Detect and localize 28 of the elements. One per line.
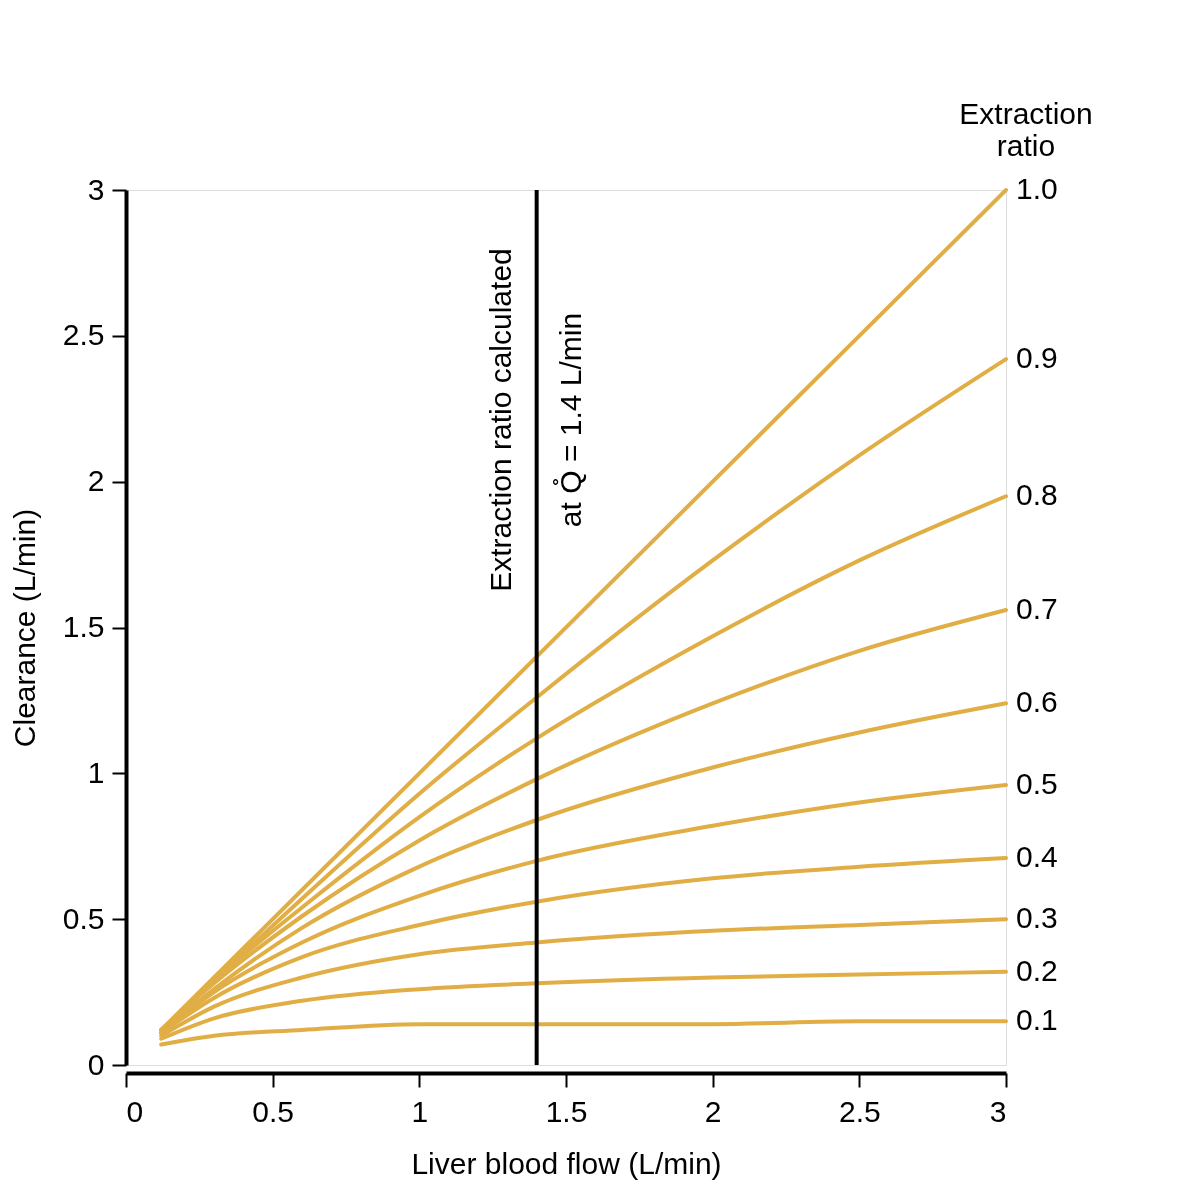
x-tick-label: 3 [989,1094,1007,1128]
x-tick-label: 2 [704,1094,722,1128]
legend-title: Extraction ratio [959,97,1093,162]
y-tick-label: 1.5 [62,610,105,643]
series-label: 0.8 [1016,478,1058,512]
y-axis-title: Clearance (L/min) [7,508,41,748]
y-tick-label: 2.5 [62,318,105,352]
y-tick-label: 3 [87,172,105,206]
series-label: 0.7 [1016,592,1058,625]
x-tick-label: 0 [126,1094,144,1128]
x-axis-title: Liver blood flow (L/min) [411,1146,722,1180]
x-tick-label: 1.5 [545,1094,588,1128]
x-tick-label: 1 [411,1094,429,1128]
series-label: 0.2 [1016,953,1058,987]
series-label: 0.3 [1016,901,1058,935]
y-tick-label: 2 [87,464,105,498]
x-tick-label: 0.5 [252,1094,295,1128]
series-label: 0.5 [1016,767,1058,800]
series-label: 1.0 [1016,172,1058,205]
x-tick-label: 2.5 [838,1094,881,1128]
series-label: 0.6 [1016,685,1058,719]
text: Extraction ratio calculated at Q̊ = 1.4 L/min [483,248,587,592]
y-tick-label: 0 [87,1047,105,1081]
series-label: 0.4 [1016,839,1058,873]
y-tick-label: 1 [87,755,105,789]
series-label: 0.1 [1016,1003,1058,1037]
y-tick-label: 0.5 [62,901,105,935]
series-label: 0.9 [1016,341,1058,375]
